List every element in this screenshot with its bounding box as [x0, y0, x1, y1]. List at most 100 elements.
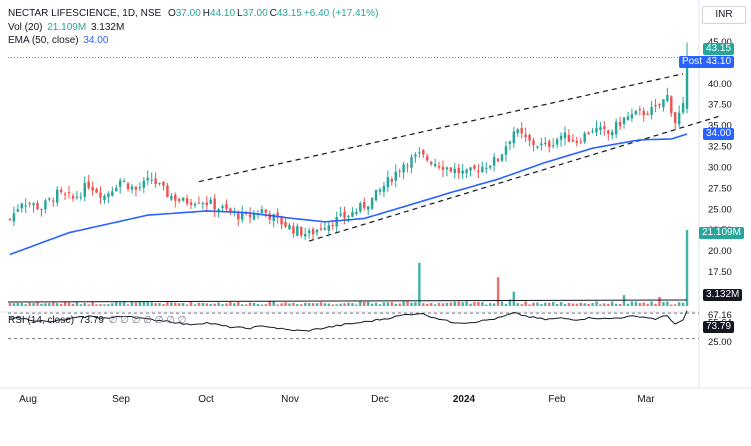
volume-bar [154, 303, 157, 306]
volume-bar [685, 230, 689, 306]
candle-body [146, 177, 149, 181]
currency-selector[interactable]: INR [702, 6, 746, 24]
candle-body [284, 222, 287, 227]
legend-symbol-row: NECTAR LIFESCIENCE, 1D, NSE O37.00 H44.10… [8, 8, 378, 20]
volume-big-badge: 21.109M [699, 227, 744, 239]
candle-body [685, 57, 689, 109]
price-tick-label: 17.50 [708, 267, 732, 278]
volume-bar [150, 302, 153, 306]
volume-bar [496, 277, 500, 306]
volume-bar [591, 303, 594, 306]
candle-body [370, 197, 374, 209]
candle-body [658, 103, 661, 106]
volume-bar [264, 304, 268, 306]
volume-bar [315, 303, 319, 306]
volume-bar [681, 302, 685, 306]
price-tick-label: 20.00 [708, 246, 732, 257]
candle-body [75, 196, 79, 198]
candle-body [453, 168, 457, 174]
volume-bar [134, 302, 138, 306]
candle-body [386, 177, 390, 188]
candle-body [390, 179, 394, 182]
volume-bar [674, 304, 677, 306]
candle-body [323, 228, 327, 230]
volume-bar [126, 304, 130, 306]
candle-body [351, 211, 354, 217]
volume-bar [370, 303, 374, 306]
volume-bar [508, 299, 512, 306]
candle-body [607, 130, 610, 134]
post-price-badge: 43.10 [703, 56, 735, 68]
volume-bar [512, 291, 516, 306]
volume-bar [551, 301, 555, 306]
candle-body [225, 204, 228, 209]
candle-body [185, 198, 189, 204]
volume-bar [500, 301, 504, 306]
volume-bar [347, 302, 350, 306]
volume-bar [162, 304, 165, 306]
volume-small-badge: 3.132M [703, 289, 743, 301]
candle-body [174, 194, 177, 201]
volume-bar [178, 303, 181, 306]
volume-bar [406, 301, 409, 306]
volume-bar [300, 304, 303, 306]
candle-body [217, 209, 220, 211]
volume-bar [166, 301, 169, 306]
volume-bar [567, 303, 571, 306]
ema-line [9, 133, 688, 256]
rsi-tick-label: 25.00 [708, 337, 732, 348]
volume-bar [599, 304, 602, 306]
volume-bar [181, 302, 185, 306]
volume-bar [268, 301, 271, 306]
volume-bar [225, 303, 228, 306]
volume-bar [284, 302, 287, 306]
candle-body [20, 203, 23, 209]
volume-bar [213, 303, 216, 306]
candle-body [201, 203, 205, 205]
volume-bar [363, 301, 366, 306]
post-label-badge: Post [679, 56, 706, 68]
time-tick-label: Mar [637, 394, 655, 405]
volume-bar [398, 303, 401, 306]
candle-body [555, 139, 559, 145]
ohlc-values: O37.00 H44.10 L37.00 C43.15 +6.40 (+17.41%) [164, 8, 378, 19]
candle-body [347, 215, 350, 217]
volume-bar [8, 303, 12, 306]
candle-body [288, 224, 291, 230]
volume-bar [520, 304, 523, 306]
price-tick-label: 30.00 [708, 162, 732, 173]
volume-bar [646, 303, 649, 306]
volume-bar [63, 301, 67, 306]
candle-body [52, 200, 55, 202]
candle-body [398, 170, 401, 172]
candle-body [355, 212, 358, 214]
price-tick-label: 37.50 [708, 100, 732, 111]
rsi-line [9, 310, 688, 332]
candle-body [437, 166, 441, 168]
volume-bar [52, 302, 55, 306]
candle-body [500, 154, 504, 161]
candle-body [508, 141, 512, 144]
volume-bar [614, 303, 618, 306]
candle-body [252, 213, 256, 220]
time-tick-label: Aug [19, 394, 37, 405]
candle-body [103, 195, 106, 201]
candle-body [622, 117, 626, 125]
volume-bar [461, 302, 464, 306]
candle-body [524, 134, 527, 138]
candle-body [496, 158, 500, 162]
volume-bar [209, 303, 212, 306]
volume-bar [280, 303, 283, 306]
candle-body [303, 233, 307, 237]
volume-bar [142, 302, 146, 306]
candle-body [603, 126, 606, 129]
candle-body [461, 170, 464, 174]
candle-body [158, 182, 161, 184]
candle-body [516, 129, 519, 134]
candle-body [71, 195, 75, 199]
candle-body [402, 164, 405, 173]
ohlc-item-c: C43.15 [269, 8, 302, 19]
volume-bar [256, 303, 260, 306]
